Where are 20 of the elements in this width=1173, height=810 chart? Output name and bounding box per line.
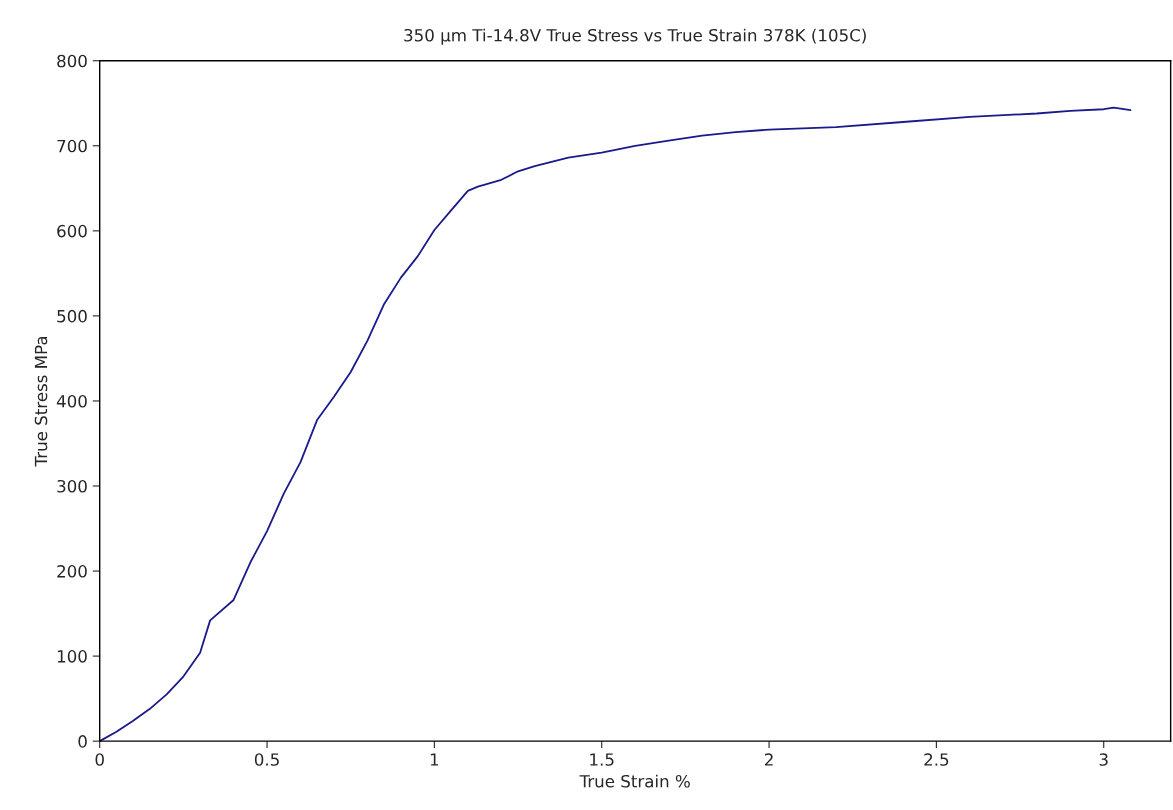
y-tick-label: 300 [57,479,87,493]
y-tick-label: 600 [57,224,87,238]
x-tick-label: 0 [95,753,104,766]
x-tick-label: 1 [430,753,439,766]
y-tick-label: 100 [57,650,87,663]
y-axis-title: True Stress MPa [34,336,48,467]
line-series [99,106,1132,742]
y-tick-label: 200 [57,565,87,578]
y-tick-label: 400 [56,394,87,408]
y-tick-label: 700 [57,139,87,153]
chart-title: 350 μm Ti-14.8V True Stress vs True Strain 378K (105C) [404,28,866,45]
x-tick-label: 0.5 [254,753,279,766]
y-tick-label: 500 [57,309,87,323]
x-tick-label: 2 [764,753,773,766]
x-axis-title: True Strain % [579,774,690,788]
y-tick-label: 0 [78,735,87,748]
x-tick-label: 2.5 [924,753,949,766]
x-tick-label: 1.5 [590,753,614,766]
y-tick-label: 800 [57,54,87,68]
x-tick-label: 3 [1099,753,1108,766]
